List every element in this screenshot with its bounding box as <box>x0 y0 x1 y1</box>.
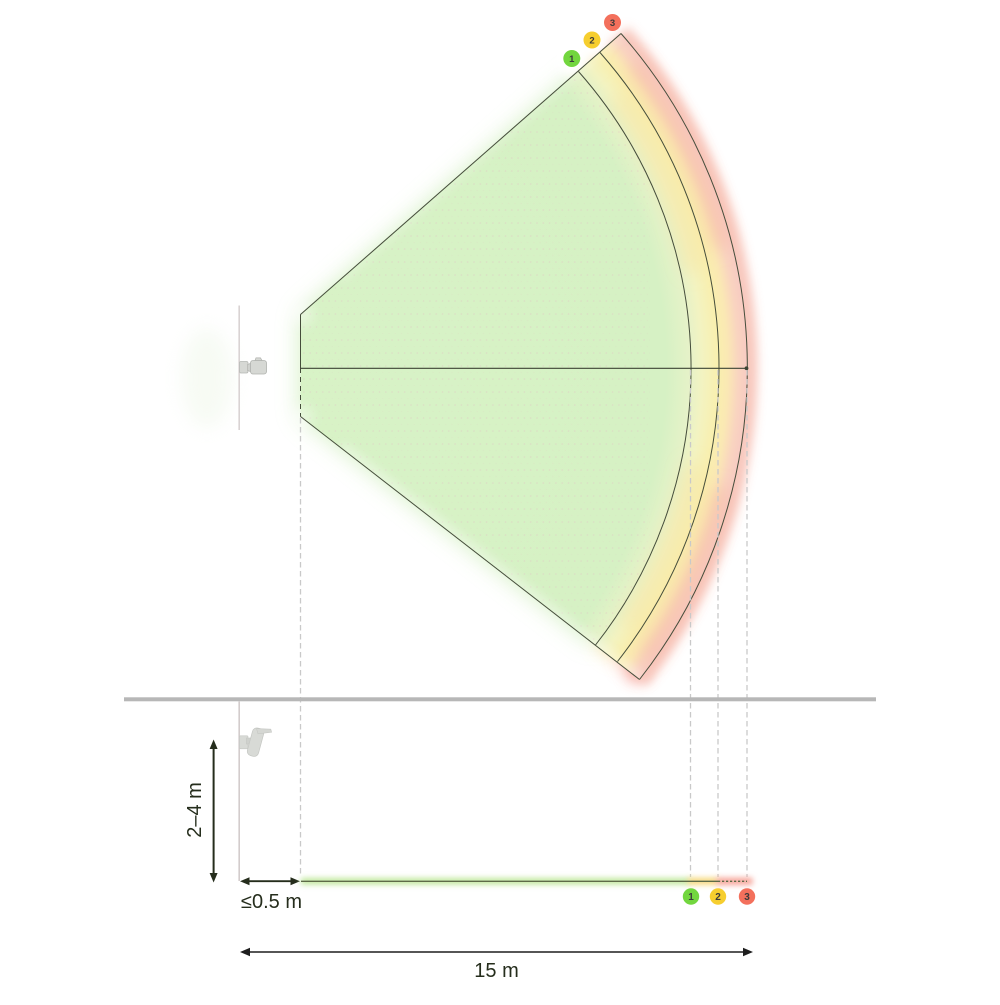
svg-text:2: 2 <box>715 892 721 903</box>
svg-text:≤0.5 m: ≤0.5 m <box>241 891 302 913</box>
svg-text:2–4 m: 2–4 m <box>184 782 206 838</box>
svg-text:3: 3 <box>610 18 615 29</box>
svg-text:1: 1 <box>569 54 575 65</box>
svg-text:1: 1 <box>688 892 694 903</box>
svg-text:15 m: 15 m <box>474 960 518 982</box>
svg-text:3: 3 <box>744 892 750 903</box>
svg-text:2: 2 <box>589 35 594 46</box>
